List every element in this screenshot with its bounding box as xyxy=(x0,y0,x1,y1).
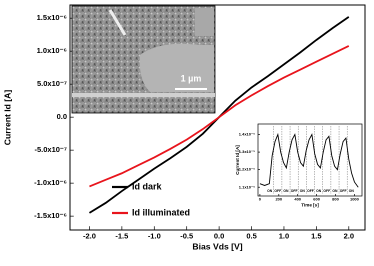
annotation: ON xyxy=(267,189,273,193)
annotation: OFF xyxy=(307,189,314,193)
x-tick-label: 800 xyxy=(332,197,339,202)
y-tick-label: -5.0x10⁻⁷ xyxy=(35,145,68,154)
x-tick-label: 2.0 xyxy=(344,232,354,241)
annotation: OFF xyxy=(274,189,281,193)
y-tick-label: 1.4x10⁻⁵ xyxy=(239,132,255,137)
x-axis-title: Bias Vds [V] xyxy=(192,242,242,252)
y-tick-label: 1.0x10⁻⁶ xyxy=(37,46,67,55)
sem-image-inset: 1 µm xyxy=(71,5,216,114)
x-tick-label: 0 xyxy=(259,197,262,202)
y-tick-label: 0.0 xyxy=(57,112,67,121)
data-line xyxy=(259,132,359,188)
x-tick-label: 600 xyxy=(313,197,320,202)
annotation: ON xyxy=(332,189,338,193)
annotation: ON xyxy=(283,189,289,193)
plot-frame xyxy=(257,123,363,197)
x-tick-label: 1.0 xyxy=(279,232,289,241)
legend-label: Id dark xyxy=(132,181,163,191)
x-tick-label: -1.5 xyxy=(115,232,128,241)
x-tick-label: 200 xyxy=(275,197,282,202)
x-tick-label: 0.0 xyxy=(214,232,224,241)
y-tick-label: 1.3x10⁻⁵ xyxy=(239,149,255,154)
annotation: ON xyxy=(316,189,322,193)
annotation: OFF xyxy=(323,189,330,193)
y-tick-label: 5.0x10⁻⁷ xyxy=(37,79,67,88)
annotation: ON xyxy=(349,189,355,193)
annotation: OFF xyxy=(291,189,298,193)
x-tick-label: -0.5 xyxy=(180,232,193,241)
x-tick-label: 400 xyxy=(294,197,301,202)
y-axis-title: Current Id [A] xyxy=(2,90,12,146)
scale-bar-label: 1 µm xyxy=(181,73,202,83)
data-line xyxy=(89,45,350,188)
annotation: OFF xyxy=(340,189,347,193)
y-tick-label: -1.0x10⁻⁶ xyxy=(34,178,67,187)
y-tick-label: 1.1x10⁻⁵ xyxy=(239,184,255,189)
x-tick-label: 0.5 xyxy=(246,232,256,241)
y-tick-label: 1.5x10⁻⁶ xyxy=(37,13,67,22)
legend-label: Id illuminated xyxy=(132,207,190,217)
y-tick-label: -1.5x10⁻⁶ xyxy=(34,211,67,220)
y-tick-label: 1.2x10⁻⁵ xyxy=(239,167,255,172)
plot-frame xyxy=(69,4,366,231)
inset-background xyxy=(258,124,362,196)
y-axis-title: Current Id [A] xyxy=(235,145,240,175)
annotation: ON xyxy=(300,189,306,193)
x-axis-title: Time [s] xyxy=(301,202,319,207)
x-tick-label: 1.5 xyxy=(311,232,321,241)
x-tick-label: -2.0 xyxy=(83,232,96,241)
x-tick-label: 1000 xyxy=(350,197,360,202)
x-tick-label: -1.0 xyxy=(148,232,161,241)
